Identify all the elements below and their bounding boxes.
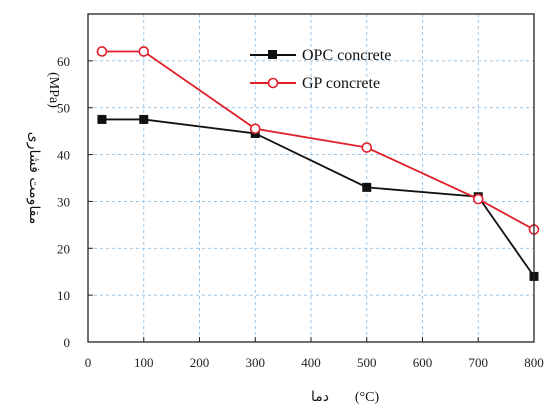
data-point-opc-concrete [139, 114, 149, 124]
x-tick-label: 0 [85, 355, 92, 370]
data-point-opc-concrete [97, 114, 107, 124]
y-tick-label: 10 [57, 288, 70, 303]
series-line-gp-concrete [101, 50, 535, 231]
legend: OPC concrete GP concrete [250, 47, 391, 92]
legend-label-opc: OPC concrete [302, 47, 391, 64]
x-tick-label: 400 [301, 355, 321, 370]
legend-label-gp: GP concrete [302, 75, 380, 92]
data-point-gp-concrete [472, 193, 484, 205]
y-tick-label: 60 [57, 54, 70, 69]
series-line-opc-concrete [101, 118, 535, 277]
y-tick-label: 20 [57, 241, 70, 256]
grid [88, 14, 534, 342]
x-tick-label: 600 [413, 355, 433, 370]
x-tick-label: 300 [246, 355, 266, 370]
data-point-gp-concrete [96, 46, 108, 57]
y-tick-label: 50 [57, 101, 70, 116]
x-tick-label: 500 [357, 355, 377, 370]
data-point-gp-concrete [138, 46, 150, 57]
x-tick-label: 700 [469, 355, 489, 370]
legend-marker-gp [267, 77, 279, 89]
series-layer [96, 46, 540, 281]
x-axis-unit: (°C) [355, 390, 380, 405]
data-point-gp-concrete [361, 142, 373, 153]
y-tick-label: 40 [57, 148, 70, 163]
legend-marker-opc [268, 50, 277, 59]
data-point-gp-concrete [249, 123, 261, 135]
data-point-opc-concrete [362, 182, 372, 192]
x-tick-label: 800 [524, 355, 544, 370]
y-axis-unit: (MPa) [46, 72, 61, 108]
x-axis-label: دما [311, 389, 329, 405]
y-tick-label: 0 [64, 335, 71, 350]
y-axis-label: مقاومت فشاری [26, 132, 42, 224]
y-tick-label: 30 [57, 194, 70, 209]
x-tick-label: 100 [134, 355, 154, 370]
x-tick-label: 200 [190, 355, 210, 370]
ticks: 0 100 200 300 400 500 600 700 800 0 10 20 30 40 50 60 [57, 54, 544, 370]
